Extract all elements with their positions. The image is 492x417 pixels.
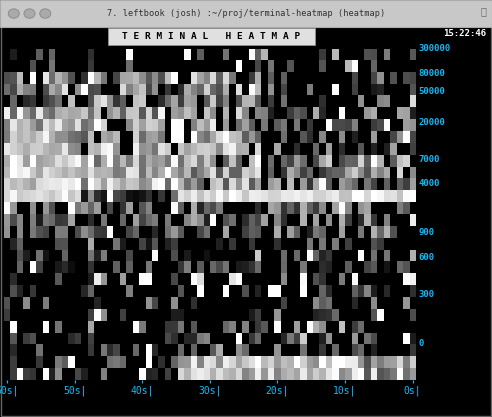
Text: T E R M I N A L   H E A T M A P: T E R M I N A L H E A T M A P: [123, 32, 301, 41]
Text: 600: 600: [418, 253, 434, 262]
Text: ⤢: ⤢: [480, 7, 486, 16]
Text: 80000: 80000: [418, 69, 445, 78]
Text: 50000: 50000: [418, 87, 445, 96]
Circle shape: [8, 9, 19, 18]
Bar: [0, 0, 492, 27]
Text: 900: 900: [418, 229, 434, 237]
Text: 20000: 20000: [418, 118, 445, 127]
Text: 15:22:46: 15:22:46: [443, 29, 486, 38]
Text: 4000: 4000: [418, 179, 440, 188]
Text: 7. leftbook (josh) :~/proj/terminal-heatmap (heatmap): 7. leftbook (josh) :~/proj/terminal-heat…: [107, 9, 385, 18]
Circle shape: [24, 9, 35, 18]
Text: 7000: 7000: [418, 155, 440, 164]
Text: 0: 0: [418, 339, 424, 348]
Circle shape: [40, 9, 51, 18]
Text: 300000: 300000: [418, 44, 451, 53]
Text: 300: 300: [418, 290, 434, 299]
Bar: [108, 28, 315, 45]
